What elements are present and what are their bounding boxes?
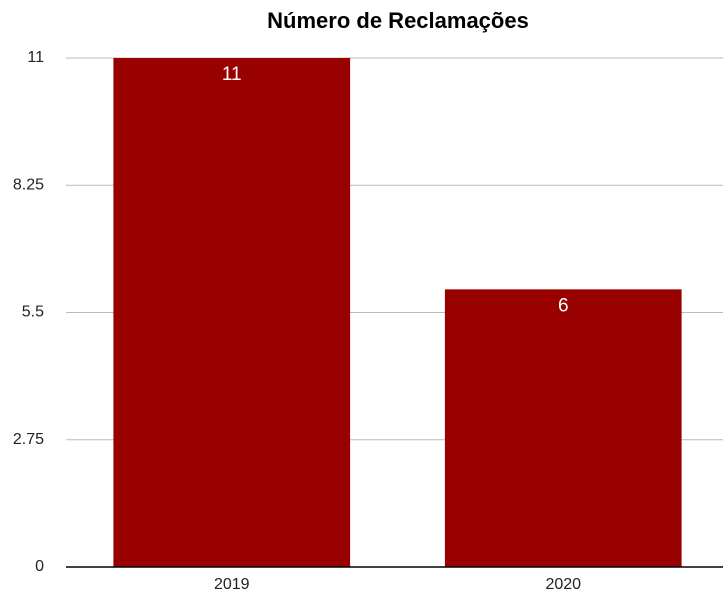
- data-label: 6: [558, 295, 569, 316]
- y-tick-label: 2.75: [13, 431, 44, 448]
- data-label: 11: [222, 64, 242, 85]
- bar: [113, 58, 351, 567]
- y-tick-label: 11: [27, 49, 44, 66]
- y-tick-label: 5.5: [22, 304, 44, 321]
- x-tick-label: 2019: [214, 576, 250, 593]
- y-tick-label: 8.25: [13, 176, 44, 193]
- bar: [444, 289, 682, 567]
- x-tick-label: 2020: [545, 576, 581, 593]
- chart-title: Número de Reclamações: [267, 8, 529, 33]
- y-tick-label: 0: [35, 558, 44, 575]
